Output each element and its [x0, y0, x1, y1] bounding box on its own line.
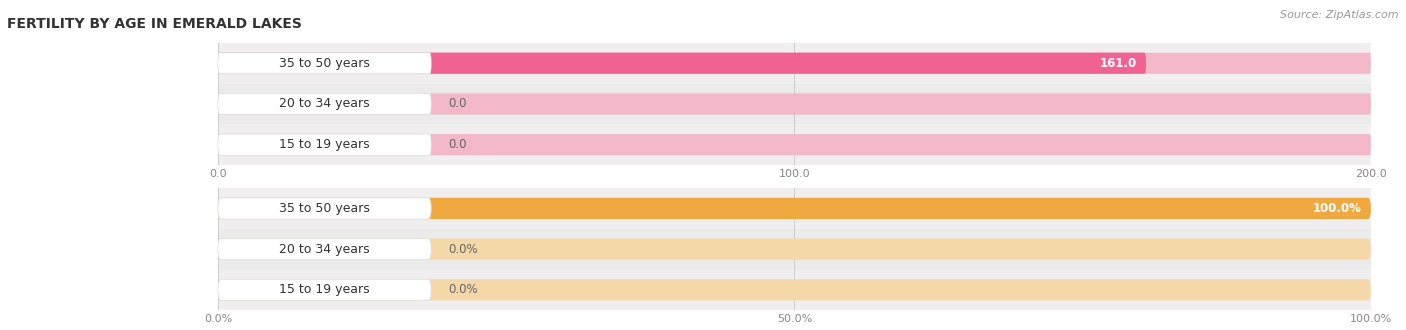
Text: 0.0%: 0.0% [449, 283, 478, 296]
Text: 20 to 34 years: 20 to 34 years [280, 97, 370, 111]
FancyBboxPatch shape [218, 53, 1146, 74]
Text: 15 to 19 years: 15 to 19 years [280, 138, 370, 151]
FancyBboxPatch shape [218, 53, 1371, 74]
Bar [218, 43, 1371, 83]
Text: 35 to 50 years: 35 to 50 years [280, 57, 370, 70]
Bar [218, 188, 1371, 229]
FancyBboxPatch shape [218, 239, 1371, 260]
FancyBboxPatch shape [218, 93, 432, 115]
FancyBboxPatch shape [218, 198, 432, 219]
Bar [218, 229, 1371, 270]
FancyBboxPatch shape [218, 239, 432, 260]
FancyBboxPatch shape [218, 198, 1371, 219]
Bar [218, 270, 1371, 310]
Text: 35 to 50 years: 35 to 50 years [280, 202, 370, 215]
FancyBboxPatch shape [218, 279, 432, 300]
Bar [218, 83, 1371, 124]
Text: FERTILITY BY AGE IN EMERALD LAKES: FERTILITY BY AGE IN EMERALD LAKES [7, 16, 302, 30]
FancyBboxPatch shape [218, 198, 1371, 219]
FancyBboxPatch shape [218, 93, 1371, 115]
Bar [218, 124, 1371, 165]
Text: Source: ZipAtlas.com: Source: ZipAtlas.com [1281, 10, 1399, 20]
Text: 0.0: 0.0 [449, 97, 467, 111]
Text: 161.0: 161.0 [1099, 57, 1137, 70]
FancyBboxPatch shape [218, 53, 432, 74]
Text: 20 to 34 years: 20 to 34 years [280, 243, 370, 256]
FancyBboxPatch shape [218, 279, 1371, 300]
FancyBboxPatch shape [218, 134, 1371, 155]
Text: 0.0: 0.0 [449, 138, 467, 151]
Text: 100.0%: 100.0% [1313, 202, 1361, 215]
Text: 15 to 19 years: 15 to 19 years [280, 283, 370, 296]
Text: 0.0%: 0.0% [449, 243, 478, 256]
FancyBboxPatch shape [218, 134, 432, 155]
